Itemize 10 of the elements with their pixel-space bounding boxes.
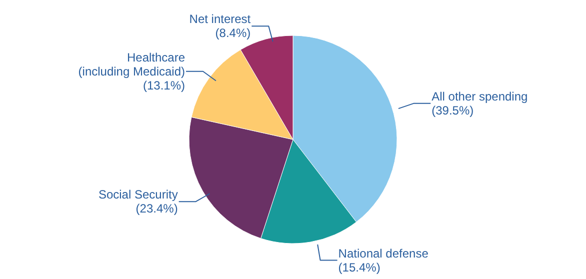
data-label: (13.1%) xyxy=(142,78,186,92)
slice-label: National defense xyxy=(338,246,429,260)
data-label: (23.4%) xyxy=(136,202,178,216)
slice-label: All other spending xyxy=(432,89,528,104)
slice-label: Healthcare (including Medicaid) xyxy=(78,50,186,78)
data-label: (8.4%) xyxy=(215,26,251,40)
data-label: (15.4%) xyxy=(338,260,380,274)
data-label: (39.5%) xyxy=(432,103,474,118)
slice-label: Net interest xyxy=(189,12,252,26)
slice-label: Social Security xyxy=(98,188,178,202)
